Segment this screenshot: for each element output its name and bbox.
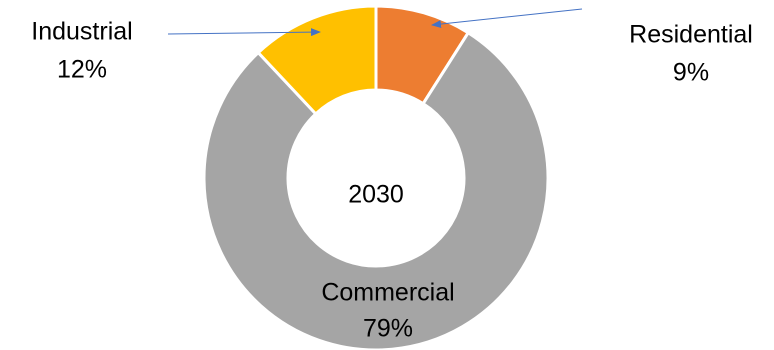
slice-commercial: [202, 30, 550, 350]
arrow-industrial: [167, 28, 321, 37]
slice-label-commercial-value: 79%: [363, 315, 413, 343]
leader-arrows: [167, 8, 583, 37]
donut-slices: [202, 4, 550, 350]
slice-label-industrial-value: 12%: [57, 56, 107, 84]
slice-label-residential-name: Residential: [629, 21, 753, 49]
slice-label-industrial-name: Industrial: [31, 18, 132, 46]
center-label: 2030: [348, 181, 404, 209]
slice-industrial: [256, 4, 378, 116]
slice-label-commercial-name: Commercial: [321, 279, 454, 307]
arrow-residential: [431, 8, 583, 29]
slice-label-residential-value: 9%: [673, 59, 709, 87]
